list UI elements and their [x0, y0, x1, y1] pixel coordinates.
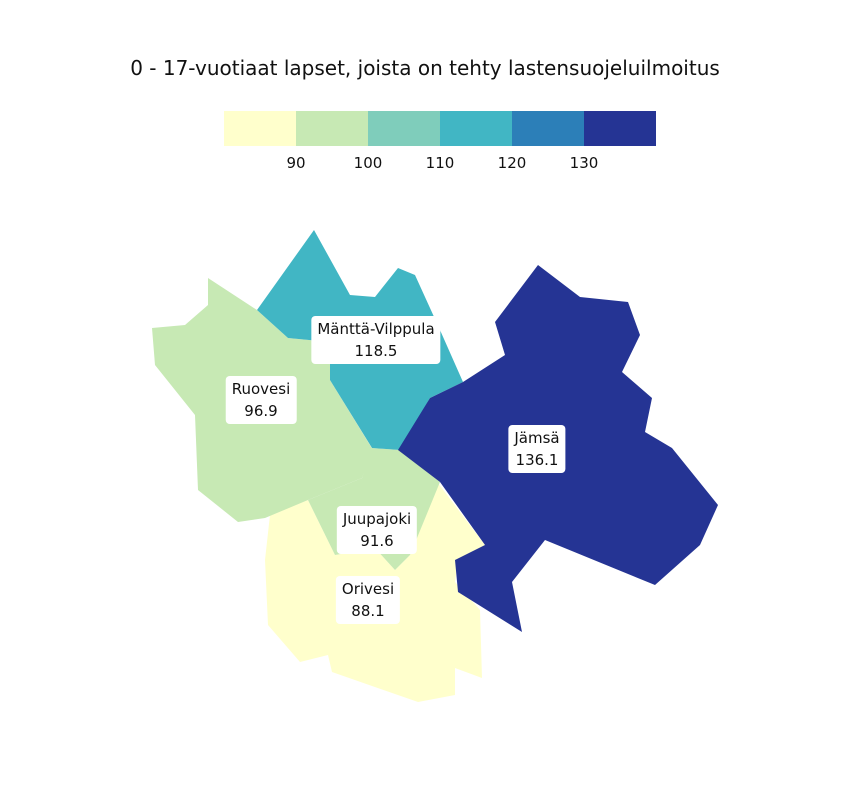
legend-tick-label: 90: [286, 154, 306, 172]
legend-bin: [440, 111, 512, 146]
region-value: 96.9: [244, 402, 278, 420]
legend-bin: [296, 111, 368, 146]
legend-bin: [368, 111, 440, 146]
legend-bin: [224, 111, 296, 146]
color-legend: 90 100 110 120 130: [224, 111, 656, 181]
region-label: Mänttä-Vilppula 118.5: [311, 316, 441, 364]
legend-tick-label: 130: [569, 154, 599, 172]
legend-tick-label: 100: [353, 154, 383, 172]
region-value: 88.1: [351, 602, 385, 620]
region-value: 136.1: [515, 451, 559, 469]
region-label: Jämsä 136.1: [508, 425, 566, 473]
legend-bin: [584, 111, 656, 146]
legend-tick-label: 110: [425, 154, 455, 172]
region-name: Juupajoki: [342, 510, 412, 528]
region-label: Ruovesi 96.9: [225, 376, 297, 424]
legend-tick-label: 120: [497, 154, 527, 172]
region-name: Mänttä-Vilppula: [317, 320, 435, 338]
region-name: Ruovesi: [231, 380, 291, 398]
legend-bin: [512, 111, 584, 146]
region-value: 118.5: [354, 342, 398, 360]
region-name: Jämsä: [514, 429, 560, 447]
region-name: Orivesi: [341, 580, 395, 598]
map-title: 0 - 17-vuotiaat lapset, joista on tehty …: [130, 56, 720, 80]
region-label: Juupajoki 91.6: [336, 506, 418, 554]
region-value: 91.6: [360, 532, 394, 550]
region-label: Orivesi 88.1: [335, 576, 401, 624]
